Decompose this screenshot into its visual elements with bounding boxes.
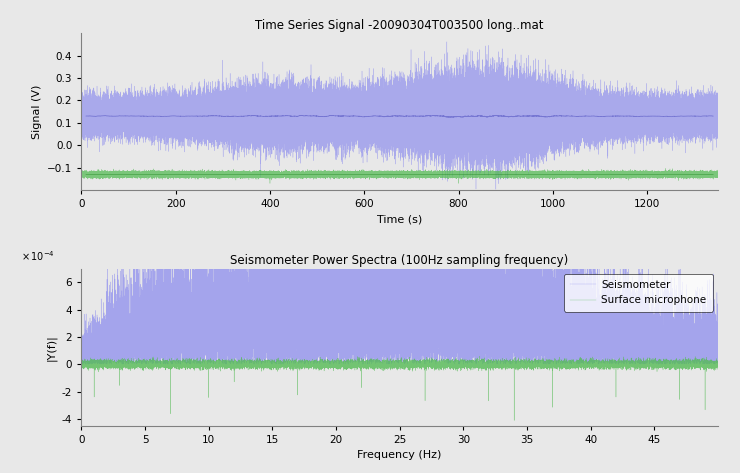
Surface microphone — [597, 359, 606, 365]
Title: Seismometer Power Spectra (100Hz sampling frequency): Seismometer Power Spectra (100Hz samplin… — [230, 254, 569, 268]
Seismometer — [289, 266, 297, 272]
Text: $\times\,10^{-4}$: $\times\,10^{-4}$ — [21, 249, 55, 263]
Seismometer — [516, 321, 525, 326]
Seismometer — [536, 339, 545, 345]
Line: Seismometer: Seismometer — [81, 269, 718, 364]
Line: Surface microphone: Surface microphone — [81, 356, 718, 420]
Surface microphone — [273, 361, 282, 367]
Seismometer — [77, 328, 86, 333]
Seismometer — [103, 266, 112, 272]
Seismometer — [273, 334, 282, 340]
Surface microphone — [77, 360, 86, 366]
X-axis label: Time (s): Time (s) — [377, 215, 423, 225]
Surface microphone — [475, 353, 484, 359]
Seismometer — [713, 350, 722, 355]
Title: Time Series Signal -20090304T003500 long..mat: Time Series Signal -20090304T003500 long… — [255, 19, 544, 32]
Legend: Seismometer, Surface microphone: Seismometer, Surface microphone — [564, 274, 713, 312]
Surface microphone — [536, 366, 545, 371]
Seismometer — [597, 312, 606, 318]
Surface microphone — [516, 361, 525, 367]
Seismometer — [614, 361, 623, 367]
Y-axis label: |Y(f)|: |Y(f)| — [46, 334, 56, 360]
Seismometer — [292, 351, 301, 357]
X-axis label: Frequency (Hz): Frequency (Hz) — [357, 450, 442, 460]
Surface microphone — [289, 361, 297, 367]
Y-axis label: Signal (V): Signal (V) — [32, 85, 41, 139]
Surface microphone — [510, 418, 519, 423]
Surface microphone — [292, 364, 301, 370]
Surface microphone — [713, 363, 722, 368]
